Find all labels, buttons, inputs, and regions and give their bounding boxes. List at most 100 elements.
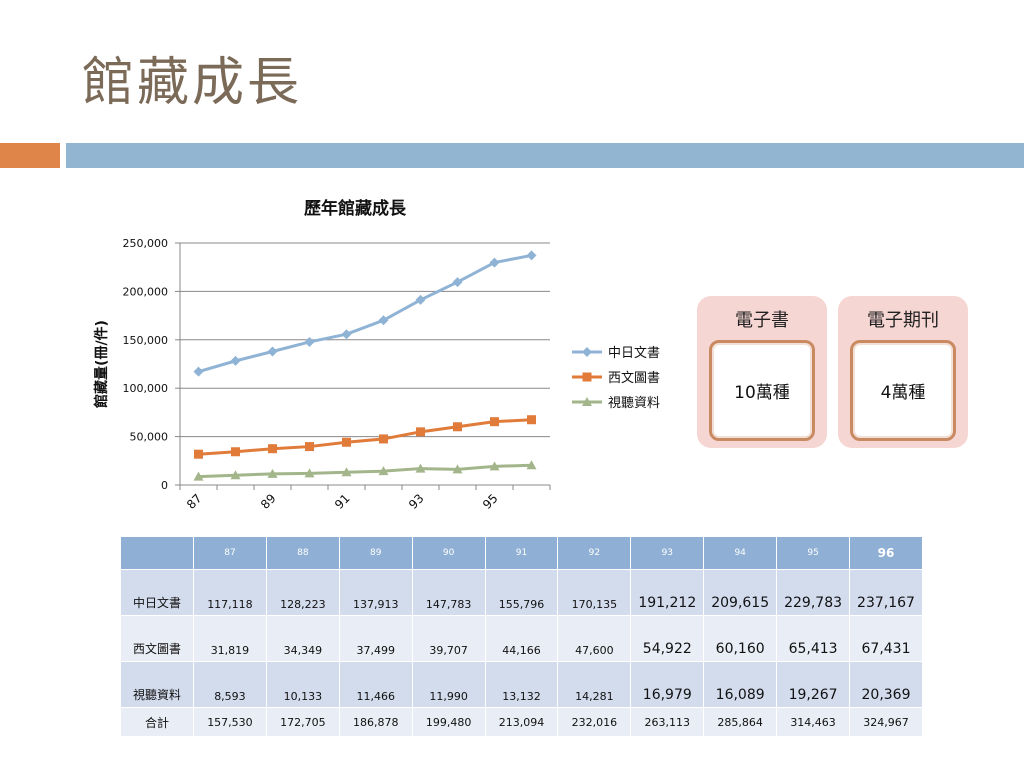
y-tick-label: 100,000 — [123, 382, 169, 395]
table-cell: 213,094 — [484, 707, 559, 737]
ebook-card-title: 電子書 — [735, 310, 789, 331]
row-label: 中日文書 — [120, 569, 194, 616]
data-point — [193, 366, 204, 377]
data-point — [526, 250, 537, 261]
table-cell: 60,160 — [703, 615, 778, 662]
series-line-2 — [198, 463, 532, 479]
data-point — [378, 315, 389, 326]
data-point — [452, 277, 463, 288]
table-header-cell: 94 — [703, 536, 778, 570]
data-point — [194, 449, 203, 459]
data-point — [379, 434, 388, 444]
table-cell: 314,463 — [776, 707, 851, 737]
data-point — [341, 467, 352, 477]
table-cell: 324,967 — [849, 707, 923, 737]
data-point — [378, 466, 389, 476]
table-cell: 157,530 — [193, 707, 267, 737]
ejournal-card: 電子期刊 4萬種 — [838, 296, 968, 448]
data-point — [415, 294, 426, 305]
ebook-card-value: 10萬種 — [709, 340, 815, 441]
accent-bar-blue — [66, 143, 1024, 168]
data-point — [193, 471, 204, 481]
y-tick-label: 0 — [161, 479, 168, 492]
data-point — [415, 463, 426, 473]
table-cell: 19,267 — [776, 661, 851, 708]
table-row: 西文圖書 31,819 34,349 37,499 39,707 44,166 … — [120, 615, 923, 662]
legend-label: 中日文書 — [608, 346, 660, 361]
table-cell: 20,369 — [849, 661, 923, 708]
table-cell: 65,413 — [776, 615, 851, 662]
table-header-cell — [120, 536, 194, 570]
table-cell: 117,118 — [193, 569, 267, 616]
table-cell: 47,600 — [557, 615, 632, 662]
table-cell: 14,281 — [557, 661, 632, 708]
legend-marker — [582, 397, 592, 406]
table-cell: 147,783 — [411, 569, 486, 616]
x-tick-label: 91 — [332, 491, 353, 512]
data-point — [452, 464, 463, 474]
x-tick-label: 87 — [184, 491, 205, 512]
data-point — [489, 257, 500, 268]
row-label: 合計 — [120, 707, 194, 737]
table-header-cell: 88 — [265, 536, 340, 570]
table-cell: 67,431 — [849, 615, 923, 662]
data-point — [489, 461, 500, 471]
table-header-cell: 91 — [484, 536, 559, 570]
table-cell: 232,016 — [557, 707, 632, 737]
table-cell: 34,349 — [265, 615, 340, 662]
table-header-cell: 92 — [557, 536, 632, 570]
table-cell: 54,922 — [630, 615, 705, 662]
ebook-card: 電子書 10萬種 — [697, 296, 827, 448]
table-cell: 10,133 — [265, 661, 340, 708]
legend-marker — [582, 372, 592, 382]
table-header-row: 87 88 89 90 91 92 93 94 95 96 — [120, 536, 923, 570]
table-cell: 11,990 — [411, 661, 486, 708]
table-cell: 285,864 — [703, 707, 778, 737]
legend-label: 視聽資料 — [608, 396, 660, 411]
table-cell: 191,212 — [630, 569, 705, 616]
table-cell: 186,878 — [338, 707, 413, 737]
collection-table: 87 88 89 90 91 92 93 94 95 96 中日文書 117,1… — [120, 536, 923, 737]
data-point — [268, 444, 277, 454]
x-tick-label: 95 — [480, 491, 501, 512]
table-header-cell: 89 — [338, 536, 413, 570]
table-cell: 237,167 — [849, 569, 923, 616]
legend-marker — [582, 347, 592, 357]
table-cell: 263,113 — [630, 707, 705, 737]
table-row: 中日文書 117,118 128,223 137,913 147,783 155… — [120, 569, 923, 616]
table-cell: 16,979 — [630, 661, 705, 708]
table-header-cell: 87 — [193, 536, 267, 570]
table-cell: 39,707 — [411, 615, 486, 662]
ejournal-card-title: 電子期刊 — [867, 310, 939, 331]
data-point — [305, 442, 314, 452]
table-cell: 8,593 — [193, 661, 267, 708]
accent-bar-orange — [0, 143, 60, 168]
table-cell: 199,480 — [411, 707, 486, 737]
data-point — [527, 415, 536, 425]
x-tick-label: 89 — [258, 491, 279, 512]
slide-title: 館藏成長 — [82, 53, 303, 113]
data-point — [230, 355, 241, 366]
data-point — [267, 346, 278, 357]
data-point — [526, 460, 537, 470]
chart-title: 歷年館藏成長 — [304, 198, 407, 219]
table-row: 合計 157,530 172,705 186,878 199,480 213,0… — [120, 707, 923, 737]
table-cell: 11,466 — [338, 661, 413, 708]
y-tick-label: 50,000 — [130, 431, 169, 444]
table-cell: 128,223 — [265, 569, 340, 616]
data-point — [341, 329, 352, 340]
table-cell: 31,819 — [193, 615, 267, 662]
data-point — [267, 468, 278, 478]
table-cell: 13,132 — [484, 661, 559, 708]
table-header-cell: 93 — [630, 536, 705, 570]
data-point — [230, 470, 241, 480]
data-point — [231, 447, 240, 457]
y-axis-label: 館藏量(冊/件) — [93, 320, 110, 409]
data-point — [304, 336, 315, 347]
data-point — [342, 437, 351, 447]
table-cell: 170,135 — [557, 569, 632, 616]
table-header-cell: 95 — [776, 536, 851, 570]
row-label: 視聽資料 — [120, 661, 194, 708]
series-line-0 — [198, 253, 532, 374]
row-label: 西文圖書 — [120, 615, 194, 662]
